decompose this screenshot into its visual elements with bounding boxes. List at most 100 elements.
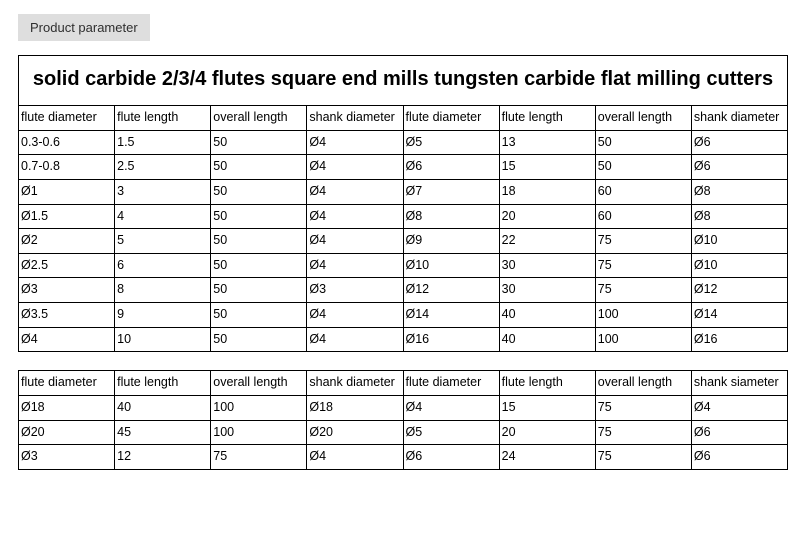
cell: Ø5 [403,420,499,445]
table2-header-0: flute diameter [19,371,115,396]
cell: 60 [595,179,691,204]
cell: Ø1.5 [19,204,115,229]
cell: Ø6 [403,155,499,180]
table-row: Ø3850Ø3Ø123075Ø12 [19,278,788,303]
cell: Ø20 [19,420,115,445]
spec-table-2-body: flute diameterflute lengthoverall length… [19,371,788,470]
table-row: Ø41050Ø4Ø1640100Ø16 [19,327,788,352]
table-row: Ø3.5950Ø4Ø1440100Ø14 [19,303,788,328]
cell: 50 [211,229,307,254]
cell: Ø4 [307,253,403,278]
cell: Ø14 [691,303,787,328]
cell: Ø9 [403,229,499,254]
table2-header-3: shank diameter [307,371,403,396]
cell: Ø18 [19,395,115,420]
table1-header-3: shank diameter [307,106,403,131]
table1-header-7: shank diameter [691,106,787,131]
cell: 75 [595,420,691,445]
cell: 75 [595,395,691,420]
cell: Ø10 [691,253,787,278]
cell: Ø4 [691,395,787,420]
cell: 13 [499,130,595,155]
table-row: Ø2550Ø4Ø92275Ø10 [19,229,788,254]
cell: Ø6 [691,130,787,155]
cell: 75 [595,253,691,278]
cell: Ø4 [307,303,403,328]
cell: Ø8 [403,204,499,229]
cell: 75 [595,445,691,470]
table-row: 0.7-0.82.550Ø4Ø61550Ø6 [19,155,788,180]
cell: 50 [211,253,307,278]
cell: 30 [499,253,595,278]
cell: 2.5 [115,155,211,180]
cell: Ø4 [307,229,403,254]
cell: Ø16 [691,327,787,352]
cell: 100 [211,420,307,445]
cell: 50 [211,130,307,155]
cell: 10 [115,327,211,352]
cell: 9 [115,303,211,328]
cell: Ø7 [403,179,499,204]
spec-table-2: flute diameterflute lengthoverall length… [18,370,788,470]
cell: 75 [211,445,307,470]
cell: Ø4 [307,179,403,204]
product-parameter-badge: Product parameter [18,14,150,41]
table1-header-6: overall length [595,106,691,131]
cell: Ø2 [19,229,115,254]
cell: Ø4 [307,327,403,352]
cell: 0.7-0.8 [19,155,115,180]
cell: 50 [595,155,691,180]
cell: 50 [211,204,307,229]
cell: 3 [115,179,211,204]
cell: Ø4 [403,395,499,420]
table-row: Ø2045100Ø20Ø52075Ø6 [19,420,788,445]
cell: 40 [499,327,595,352]
cell: 40 [115,395,211,420]
table1-header-5: flute length [499,106,595,131]
cell: Ø4 [307,130,403,155]
cell: Ø4 [19,327,115,352]
cell: 22 [499,229,595,254]
table2-header-5: flute length [499,371,595,396]
cell: Ø5 [403,130,499,155]
cell: 15 [499,395,595,420]
cell: 4 [115,204,211,229]
cell: Ø10 [691,229,787,254]
cell: Ø1 [19,179,115,204]
cell: 45 [115,420,211,445]
table2-header-4: flute diameter [403,371,499,396]
cell: 100 [595,303,691,328]
cell: 8 [115,278,211,303]
table2-header-6: overall length [595,371,691,396]
table-row: 0.3-0.61.550Ø4Ø51350Ø6 [19,130,788,155]
cell: Ø4 [307,445,403,470]
cell: 18 [499,179,595,204]
table2-header-2: overall length [211,371,307,396]
table-row: Ø2.5650Ø4Ø103075Ø10 [19,253,788,278]
table-row: Ø31275Ø4Ø62475Ø6 [19,445,788,470]
cell: Ø14 [403,303,499,328]
cell: Ø6 [691,155,787,180]
cell: 50 [211,278,307,303]
cell: Ø10 [403,253,499,278]
cell: 50 [211,327,307,352]
cell: Ø12 [403,278,499,303]
cell: 50 [211,155,307,180]
spec-table-1: solid carbide 2/3/4 flutes square end mi… [18,55,788,352]
cell: Ø6 [691,445,787,470]
cell: 100 [211,395,307,420]
cell: 15 [499,155,595,180]
table1-header-1: flute length [115,106,211,131]
cell: 0.3-0.6 [19,130,115,155]
table-row: Ø1.5450Ø4Ø82060Ø8 [19,204,788,229]
cell: 75 [595,229,691,254]
cell: Ø20 [307,420,403,445]
spec-table-1-body: solid carbide 2/3/4 flutes square end mi… [19,56,788,352]
cell: Ø6 [403,445,499,470]
cell: 30 [499,278,595,303]
cell: 50 [211,303,307,328]
cell: 75 [595,278,691,303]
cell: 20 [499,420,595,445]
cell: 50 [211,179,307,204]
cell: 5 [115,229,211,254]
